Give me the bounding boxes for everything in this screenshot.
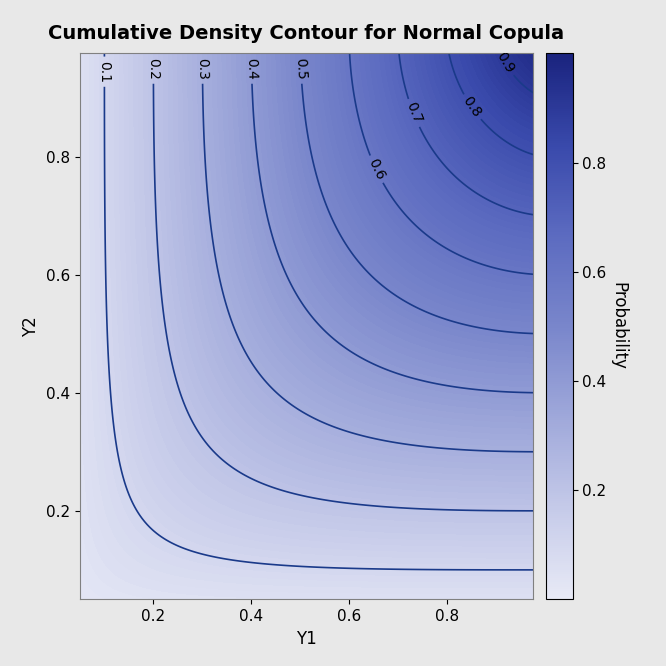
Title: Cumulative Density Contour for Normal Copula: Cumulative Density Contour for Normal Co… [49, 25, 564, 43]
Text: 0.7: 0.7 [403, 101, 424, 126]
Text: 0.1: 0.1 [97, 61, 111, 83]
Text: 0.9: 0.9 [494, 50, 517, 76]
Text: 0.3: 0.3 [195, 58, 210, 80]
Text: 0.4: 0.4 [244, 58, 259, 80]
Text: 0.5: 0.5 [294, 57, 308, 80]
Text: 0.2: 0.2 [147, 58, 161, 80]
X-axis label: Y1: Y1 [296, 629, 317, 647]
Text: 0.8: 0.8 [460, 94, 484, 121]
Text: 0.6: 0.6 [365, 157, 387, 182]
Y-axis label: Y2: Y2 [23, 316, 41, 337]
Y-axis label: Probability: Probability [609, 282, 627, 370]
